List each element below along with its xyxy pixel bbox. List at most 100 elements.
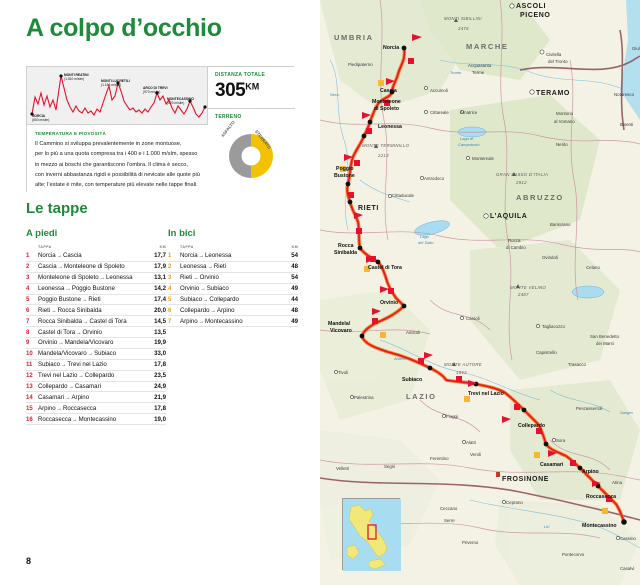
stage-number: 16 <box>26 416 33 423</box>
stage-row: 11 Subiaco→Trevi nel Lazio 17,8 <box>26 360 166 371</box>
stage-row: 4 Leonessa→Poggio Bustone 14,2 <box>26 284 166 295</box>
stage-distance: 17,7 <box>154 252 166 260</box>
arrow-icon: → <box>58 340 64 347</box>
stage-to: Cascia <box>63 252 82 260</box>
stage-row: 14 Casamari→Arpino 21,9 <box>26 392 166 404</box>
stage-from: Rocca Sinibalda <box>38 317 83 325</box>
col-header-tappa: TAPPA <box>38 245 52 249</box>
stage-route: Subiaco→Collepardo <box>180 296 274 303</box>
stage-to: Arpino <box>216 306 235 314</box>
stage-to: Montecassino <box>205 317 243 325</box>
weather-line: con inverni abbastanza rigidi e possibil… <box>35 172 200 179</box>
weather-panel: TEMPERATURA E PIOVOSITÀ Il Cammino si sv… <box>27 126 208 192</box>
arrow-icon: → <box>198 253 204 260</box>
stage-route: Rieti→Orvinio <box>180 274 274 281</box>
stage-number: 13 <box>26 383 33 390</box>
stage-from: Arpino <box>180 317 198 325</box>
route-map[interactable]: UMBRIA MARCHE ABRUZZO LAZIO ASCOLI PICENO TERA… <box>320 0 640 585</box>
cycling-stages-list: In bici TAPPA KM 1 Norcia→Leonessa 54 2 Leon… <box>168 228 298 328</box>
stage-row: 2 Leonessa→Rieti 48 <box>168 262 298 273</box>
stage-distance: 44 <box>291 295 298 303</box>
stage-from: Collepardo <box>38 382 68 390</box>
stage-from: Norcia <box>180 252 198 260</box>
stage-number: 6 <box>26 307 30 314</box>
profile-label-monti-reatini: MONTI REATINI (1.510 m/slm) <box>64 73 89 81</box>
stage-to: Rieti <box>88 295 101 303</box>
stage-number: 1 <box>168 253 172 260</box>
stage-row: 1 Norcia→Cascia 17,7 <box>26 251 166 262</box>
cycling-rows-container: 1 Norcia→Leonessa 54 2 Leonessa→Rieti 48 3 Riet… <box>168 251 298 328</box>
stage-from: Subiaco <box>180 295 203 303</box>
stage-row: 13 Collepardo→Casamari 24,9 <box>26 382 166 393</box>
stage-route: Monteleone di Spoleto→Leonessa <box>38 274 142 281</box>
stage-number: 7 <box>26 318 30 325</box>
stage-row: 1 Norcia→Leonessa 54 <box>168 251 298 262</box>
arrow-icon: → <box>56 405 63 412</box>
profile-label-arco-di-trevi: ARCO DI TREVI (970 m/slm) <box>143 86 168 94</box>
stage-route: Orvinio→Subiaco <box>180 285 274 292</box>
stage-route: Collepardo→Arpino <box>180 307 274 314</box>
profile-label-norcia: NORCIA (600 m/slm) <box>32 114 50 122</box>
stage-to: Leonessa <box>106 274 133 282</box>
stage-from: Arpino <box>38 404 56 412</box>
stage-from: Leonessa <box>180 263 207 271</box>
stage-to: Montecassino <box>78 415 117 423</box>
stage-row: 10 Mandela/Vicovaro→Subiaco 33,0 <box>26 349 166 360</box>
arrow-icon: → <box>200 286 206 293</box>
stage-distance: 19,0 <box>154 415 166 423</box>
stage-distance: 13,1 <box>154 274 166 282</box>
stage-to: Subiaco <box>94 350 117 358</box>
stage-distance: 17,4 <box>154 295 166 303</box>
terrain-block: TERRENO ASFALTO STERRATO <box>208 109 295 192</box>
profile-label-montecassino: MONTECASSINO (520 m/slm) <box>167 97 194 105</box>
stage-number: 3 <box>168 275 172 282</box>
arrow-icon: → <box>56 253 62 260</box>
stage-distance: 13,5 <box>154 328 166 336</box>
stage-route: Subiaco→Trevi nel Lazio <box>38 361 142 368</box>
stage-to: Arpino <box>71 393 90 401</box>
stage-route: Arpino→Montecassino <box>180 318 274 325</box>
arrow-icon: → <box>83 318 89 325</box>
arrow-icon: → <box>65 394 71 401</box>
arrow-icon: → <box>203 296 209 303</box>
stage-from: Roccasecca <box>38 415 72 423</box>
stage-number: 2 <box>168 264 172 271</box>
stage-row: 8 Castel di Tora→Orvinio 13,5 <box>26 327 166 338</box>
profile-label-monti-lucretili: MONTI LUCRETILI (1.180 m/slm) <box>101 79 130 87</box>
stage-from: Subiaco <box>38 361 61 369</box>
stage-route: Norcia→Leonessa <box>180 252 274 259</box>
stage-distance: 21,9 <box>154 393 166 401</box>
stage-from: Casamari <box>38 393 65 401</box>
stage-to: Rocca Sinibalda <box>57 306 102 314</box>
stage-from: Orvinio <box>38 339 58 347</box>
stage-number: 10 <box>26 351 33 358</box>
total-distance-block: DISTANZA TOTALE 305KM <box>208 67 295 109</box>
arrow-icon: → <box>87 351 94 358</box>
total-distance-value: 305KM <box>215 80 295 102</box>
stage-from: Cascia <box>38 263 57 271</box>
cycling-list-title: In bici <box>168 228 196 239</box>
stage-row: 3 Rieti→Orvinio 54 <box>168 273 298 284</box>
stage-from: Rieti <box>38 306 51 314</box>
stage-route: Casamari→Arpino <box>38 394 142 401</box>
stage-number: 5 <box>168 296 172 303</box>
stage-from: Orvinio <box>180 285 200 293</box>
stage-to: Collepardo <box>209 295 239 303</box>
stage-to: Casamari <box>74 382 101 390</box>
walking-rows-container: 1 Norcia→Cascia 17,7 2 Cascia→Monteleone di … <box>26 251 166 425</box>
stage-route: Leonessa→Poggio Bustone <box>38 285 142 292</box>
stages-section-title: Le tappe <box>26 200 88 217</box>
stage-distance: 23,5 <box>154 372 166 380</box>
stage-route: Orvinio→Mandela/Vicovaro <box>38 339 142 346</box>
stage-route: Arpino→Roccasecca <box>38 405 142 412</box>
stage-from: Leonessa <box>38 285 65 293</box>
stage-route: Poggio Bustone→Rieti <box>38 296 142 303</box>
weather-line: in mezzo ai boschi che garantiscono l’om… <box>35 161 188 168</box>
stage-route: Collepardo→Casamari <box>38 383 142 390</box>
arrow-icon: → <box>65 286 71 293</box>
stage-distance: 48 <box>291 263 298 271</box>
stage-number: 7 <box>168 318 172 325</box>
stage-row: 5 Poggio Bustone→Rieti 17,4 <box>26 295 166 306</box>
stage-distance: 54 <box>291 274 298 282</box>
stage-row: 6 Rieti→Rocca Sinibalda 20,0 <box>26 305 166 317</box>
